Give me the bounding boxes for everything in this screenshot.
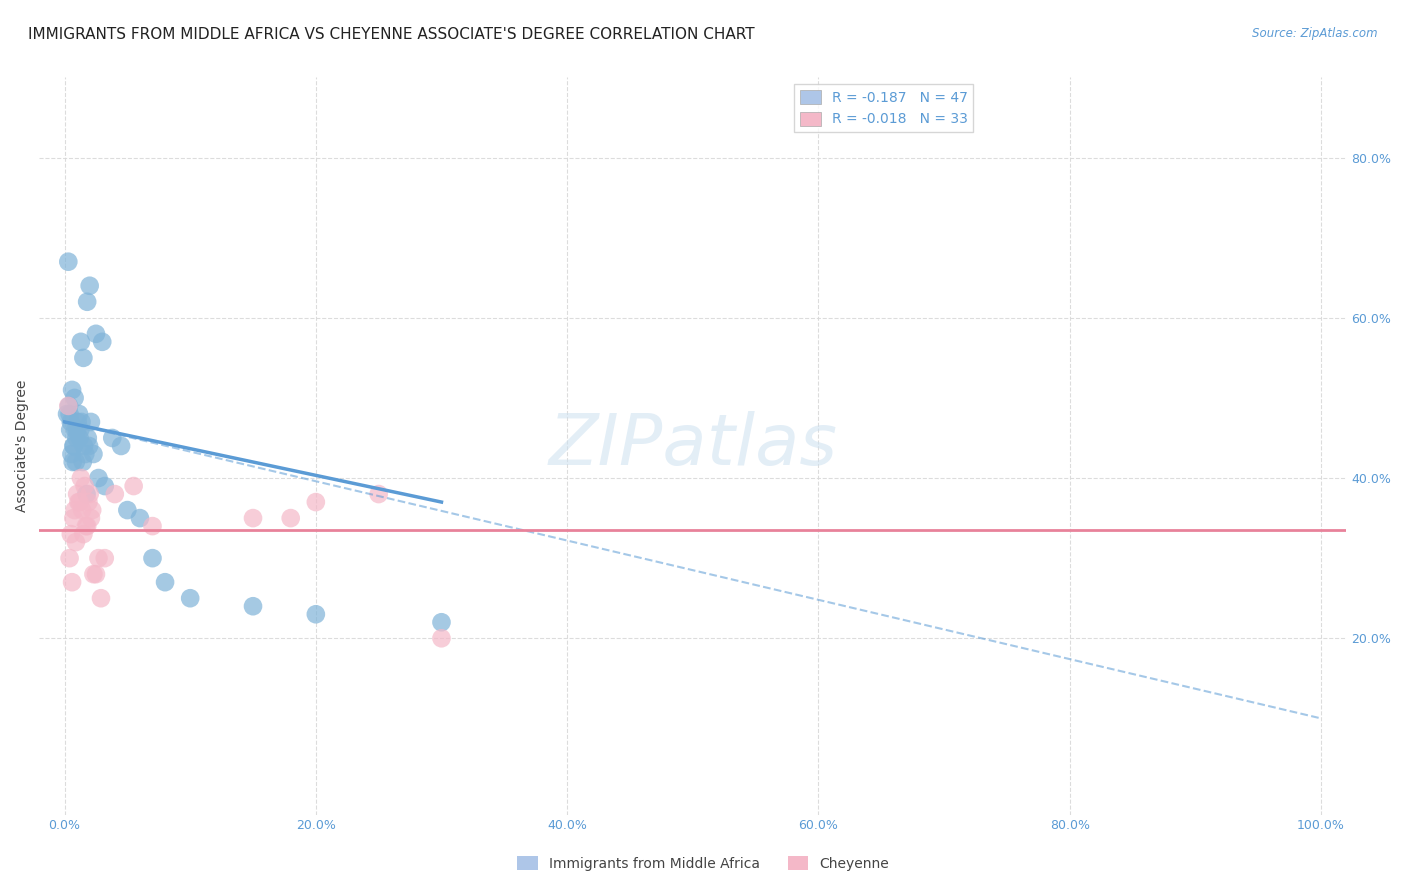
Point [59,423,82,437]
Point [62,455,84,469]
Point [72,527,94,541]
Point [58,407,80,421]
Point [70,503,93,517]
Point [82,567,104,582]
Point [67,495,90,509]
Point [75,447,97,461]
Point [66,415,89,429]
Point [80,511,103,525]
Point [80,415,103,429]
Point [66,423,89,437]
Point [94,479,117,493]
Point [76,294,98,309]
Point [62,439,84,453]
Point [280,511,302,525]
Legend: R = -0.187   N = 47, R = -0.018   N = 33: R = -0.187 N = 47, R = -0.018 N = 33 [794,85,973,132]
Point [65,455,87,469]
Point [77,495,100,509]
Point [82,503,104,517]
Point [242,599,264,614]
Point [76,431,98,445]
Point [79,278,101,293]
Point [69,431,91,445]
Point [63,391,86,405]
Point [110,439,132,453]
Point [84,326,107,341]
Point [91,334,114,349]
Point [305,607,328,622]
Point [141,519,163,533]
Point [70,471,93,485]
Point [430,615,453,630]
Point [104,487,127,501]
Point [75,519,97,533]
Point [141,551,163,566]
Point [122,479,145,493]
Point [67,407,90,421]
Point [82,447,104,461]
Point [69,423,91,437]
Y-axis label: Associate's Degree: Associate's Degree [15,380,30,512]
Point [58,254,80,268]
Point [58,551,80,566]
Point [58,399,80,413]
Point [59,415,82,429]
Point [179,591,201,606]
Point [84,567,107,582]
Point [63,503,86,517]
Point [153,575,176,590]
Point [94,551,117,566]
Text: Source: ZipAtlas.com: Source: ZipAtlas.com [1253,27,1378,40]
Legend: Immigrants from Middle Africa, Cheyenne: Immigrants from Middle Africa, Cheyenne [512,850,894,876]
Point [305,495,328,509]
Point [65,423,87,437]
Point [242,511,264,525]
Point [65,535,87,549]
Point [66,487,89,501]
Point [101,431,124,445]
Point [367,487,389,501]
Point [117,503,139,517]
Text: ZIPatlas: ZIPatlas [548,411,838,481]
Point [72,455,94,469]
Point [72,351,94,365]
Point [87,551,110,566]
Point [60,383,83,397]
Point [60,447,83,461]
Point [76,487,98,501]
Point [65,431,87,445]
Point [70,334,93,349]
Point [430,632,453,646]
Point [60,575,83,590]
Point [62,511,84,525]
Point [76,519,98,533]
Point [87,471,110,485]
Point [90,591,112,606]
Point [73,439,96,453]
Point [129,511,152,525]
Point [77,439,100,453]
Point [59,527,82,541]
Point [69,495,91,509]
Point [73,479,96,493]
Text: IMMIGRANTS FROM MIDDLE AFRICA VS CHEYENNE ASSOCIATE'S DEGREE CORRELATION CHART: IMMIGRANTS FROM MIDDLE AFRICA VS CHEYENN… [28,27,755,42]
Point [79,487,101,501]
Point [63,439,86,453]
Point [70,415,93,429]
Point [58,399,80,413]
Point [56,407,79,421]
